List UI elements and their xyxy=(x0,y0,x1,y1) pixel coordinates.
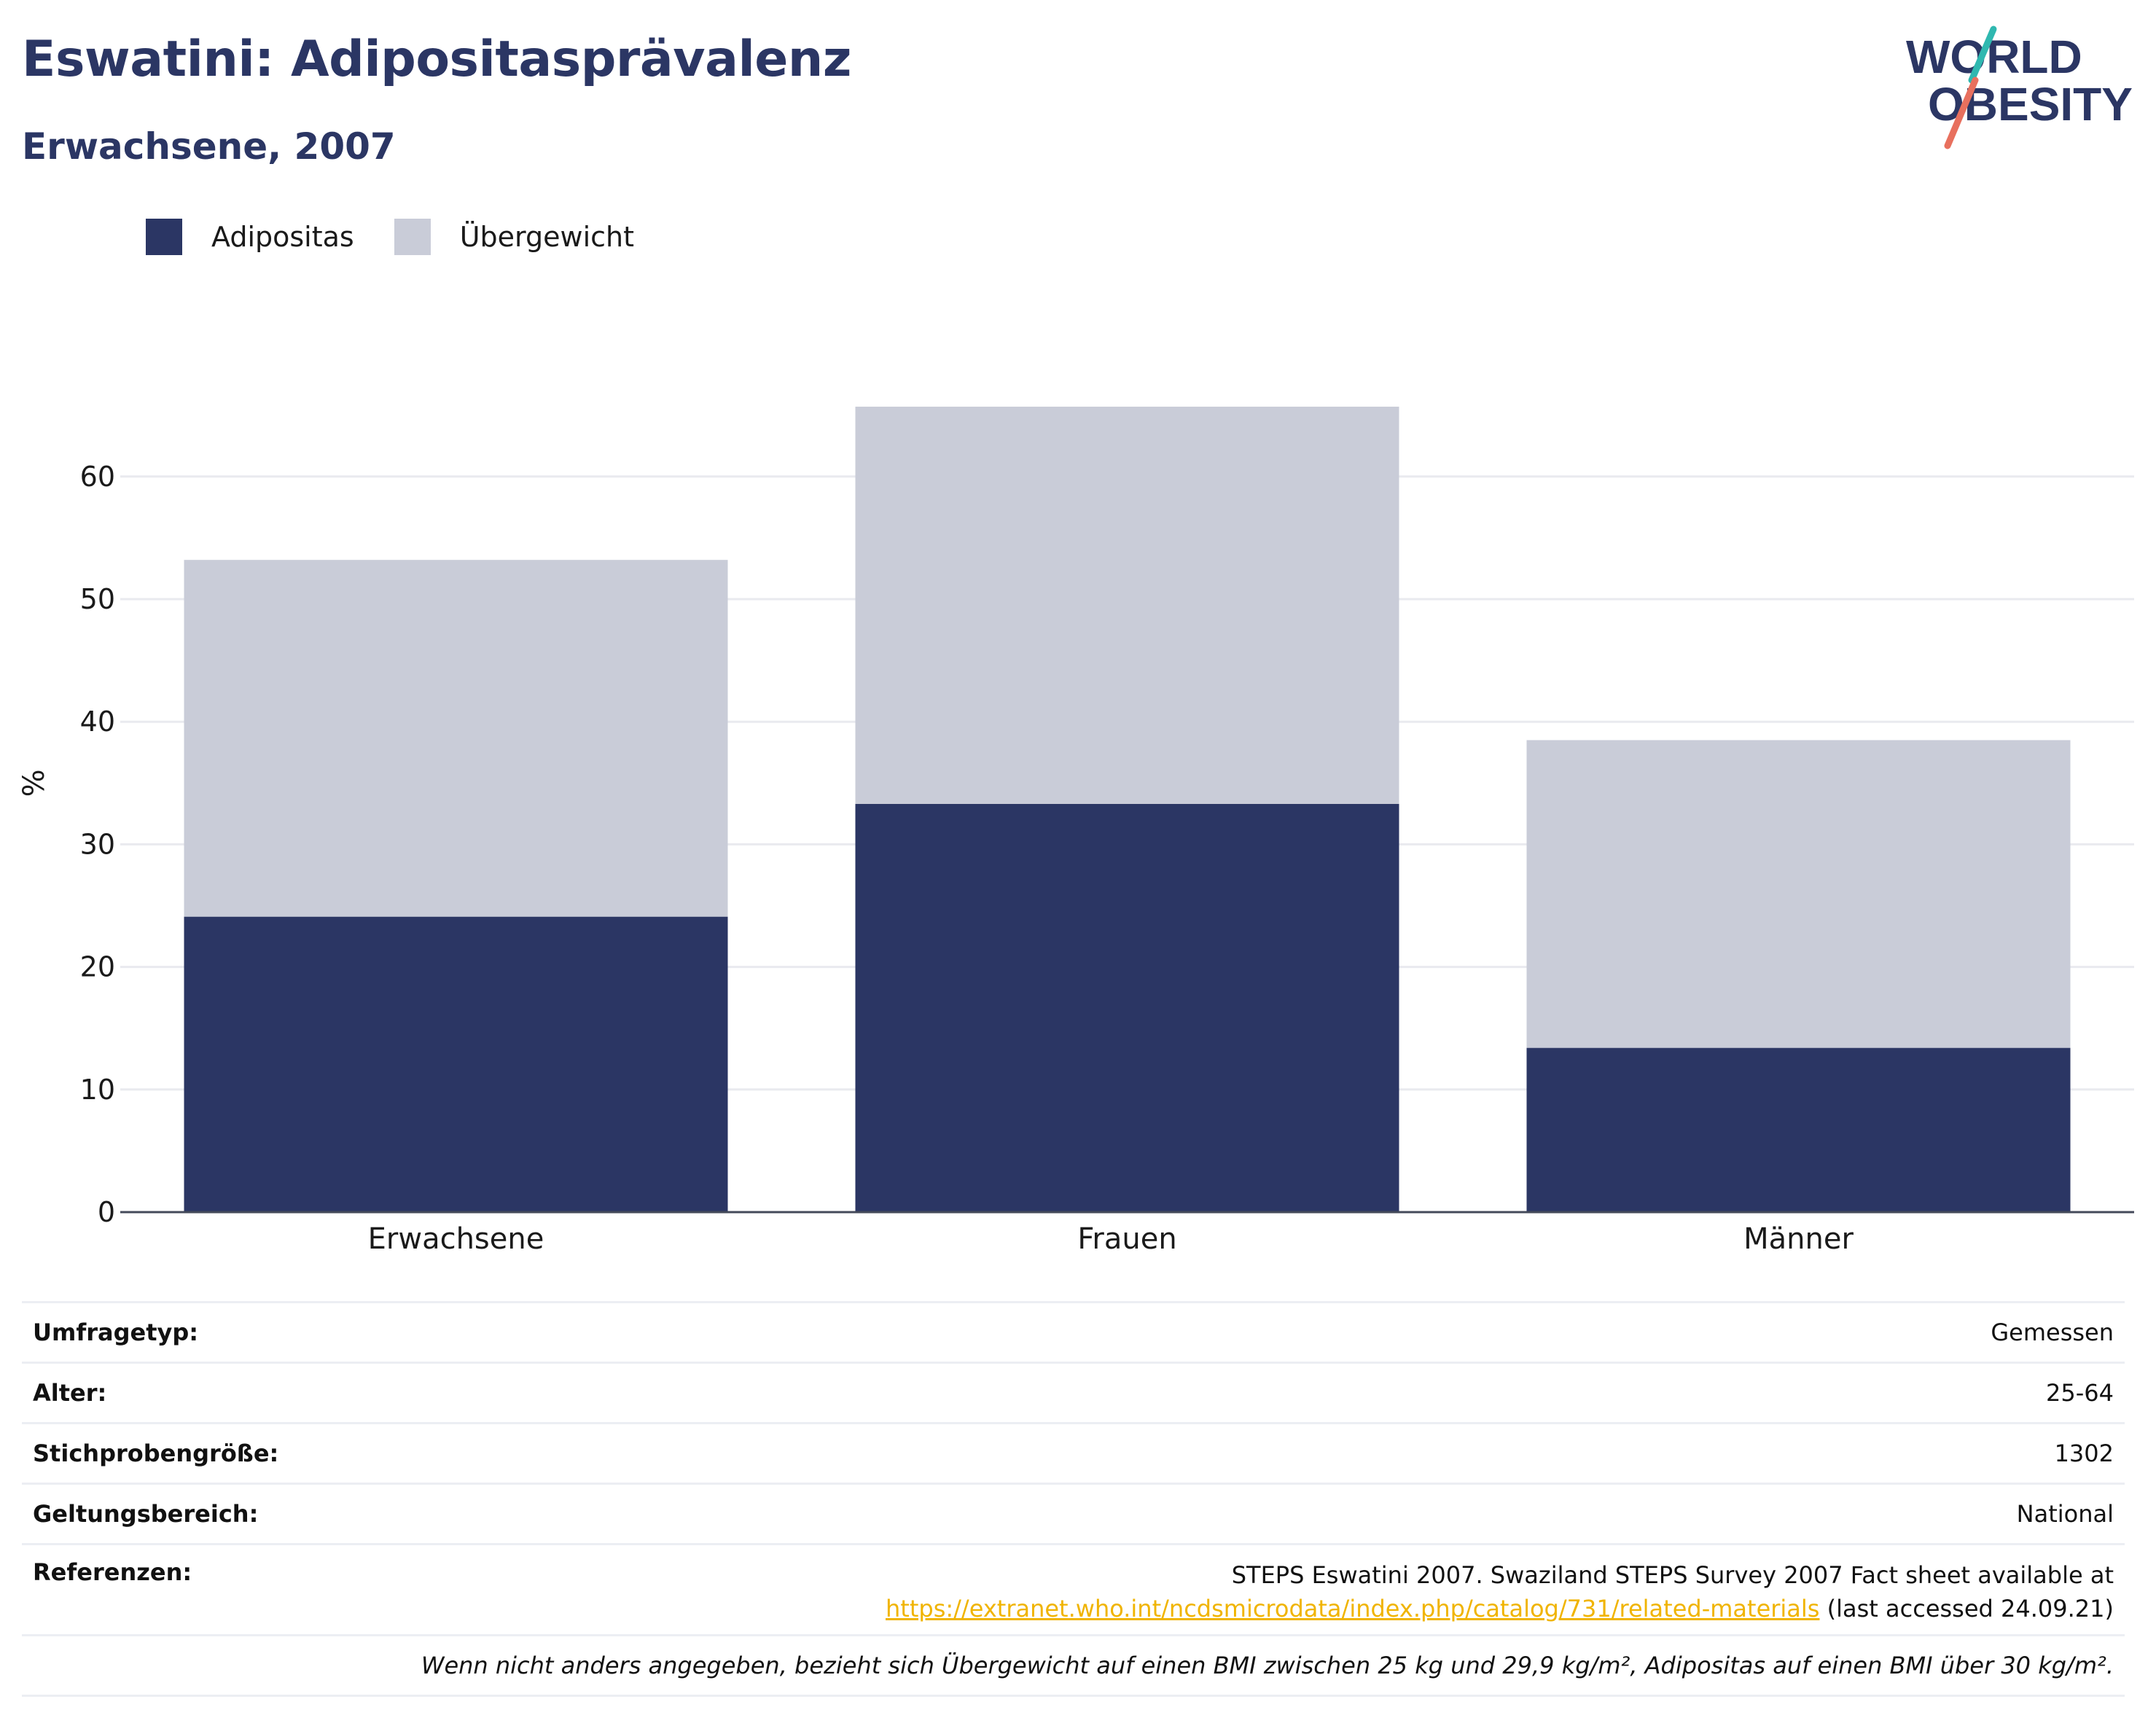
bar-adipositas xyxy=(855,803,1399,1212)
row-value: Gemessen xyxy=(1991,1319,2114,1346)
table-row-references: Referenzen: STEPS Eswatini 2007. Swazila… xyxy=(22,1543,2125,1634)
y-tick-label: 40 xyxy=(80,706,115,738)
row-key: Umfragetyp: xyxy=(33,1319,199,1346)
row-value: 1302 xyxy=(2054,1440,2114,1467)
bar-übergewicht xyxy=(855,406,1399,804)
row-key: Stichprobengröße: xyxy=(33,1440,279,1467)
y-tick-label: 30 xyxy=(80,828,115,860)
legend-swatch-adipositas xyxy=(146,219,182,255)
row-key: Referenzen: xyxy=(33,1558,192,1586)
footnote-row: Wenn nicht anders angegeben, bezieht sic… xyxy=(22,1634,2125,1697)
y-tick-label: 10 xyxy=(80,1074,115,1106)
footnote: Wenn nicht anders angegeben, bezieht sic… xyxy=(421,1652,2114,1679)
table-row: Stichprobengröße: 1302 xyxy=(22,1422,2125,1483)
table-row: Geltungsbereich: National xyxy=(22,1483,2125,1543)
references-text: STEPS Eswatini 2007. Swaziland STEPS Sur… xyxy=(1231,1561,2114,1589)
references-link[interactable]: https://extranet.who.int/ncdsmicrodata/i… xyxy=(886,1595,1820,1622)
x-tick-label: Frauen xyxy=(1077,1222,1176,1256)
bar-adipositas xyxy=(1526,1047,2071,1212)
logo-stroke-coral xyxy=(1944,77,1979,149)
references-value: STEPS Eswatini 2007. Swaziland STEPS Sur… xyxy=(886,1558,2114,1625)
bar-adipositas xyxy=(184,916,728,1212)
bar-übergewicht xyxy=(1526,740,2071,1048)
legend-swatch-uebergewicht xyxy=(394,219,431,255)
legend-label: Adipositas xyxy=(211,221,354,253)
row-value: 25-64 xyxy=(2046,1379,2114,1407)
x-tick-label: Männer xyxy=(1743,1222,1854,1256)
references-link-line: https://extranet.who.int/ncdsmicrodata/i… xyxy=(886,1592,2114,1625)
legend-label: Übergewicht xyxy=(459,221,634,253)
legend-item-uebergewicht: Übergewicht xyxy=(394,219,634,255)
y-tick-label: 60 xyxy=(80,461,115,493)
row-value: National xyxy=(2016,1500,2114,1528)
survey-info-table: Umfragetyp: Gemessen Alter: 25-64 Stichp… xyxy=(22,1301,2125,1697)
references-suffix: (last accessed 24.09.21) xyxy=(1819,1595,2114,1622)
row-key: Alter: xyxy=(33,1379,107,1407)
logo-stroke-teal xyxy=(1968,26,1997,84)
y-axis-label: % xyxy=(17,769,51,797)
chart-legend: Adipositas Übergewicht xyxy=(146,215,674,259)
row-key: Geltungsbereich: xyxy=(33,1500,259,1528)
page-title: Eswatini: Adipositasprävalenz xyxy=(22,31,851,88)
page-subtitle: Erwachsene, 2007 xyxy=(22,125,396,168)
x-tick-label: Erwachsene xyxy=(368,1222,544,1256)
y-tick-label: 50 xyxy=(80,583,115,615)
table-row: Umfragetyp: Gemessen xyxy=(22,1301,2125,1362)
logo-text-world: WORLD xyxy=(1906,31,2082,83)
y-tick-label: 0 xyxy=(98,1196,115,1228)
bar-übergewicht xyxy=(184,560,728,917)
y-tick-label: 20 xyxy=(80,951,115,983)
table-row: Alter: 25-64 xyxy=(22,1362,2125,1422)
legend-item-adipositas: Adipositas xyxy=(146,219,354,255)
stacked-bar-chart: 0 10 20 30 40 50 60% Erwachsene Frauen Männer xyxy=(17,406,2134,1256)
world-obesity-logo: WORLD OBESITY xyxy=(1906,26,2133,149)
